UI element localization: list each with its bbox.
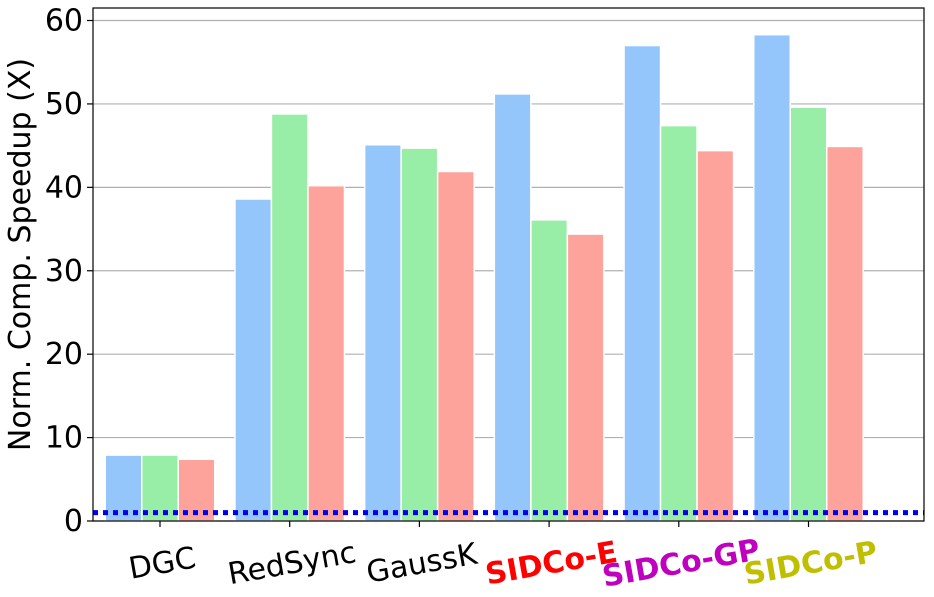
bar-sidco-e-series-2 (530, 219, 569, 522)
bar-sidco-e-series-3 (566, 233, 605, 522)
y-tick-label: 0 (64, 504, 83, 539)
bar-gaussk-series-1 (363, 144, 402, 522)
y-axis-title: Norm. Comp. Speedup (X) (3, 58, 38, 451)
y-tick-label: 20 (45, 337, 83, 372)
plot-frame (92, 7, 925, 522)
bar-sidco-gp-series-3 (696, 149, 735, 522)
bar-redsync-series-1 (234, 198, 273, 522)
bar-sidco-e-series-1 (493, 93, 532, 522)
bar-gaussk-series-3 (436, 170, 475, 522)
bar-redsync-series-3 (307, 184, 346, 522)
y-axis-ticks: 0 10 20 30 40 50 60 (45, 4, 93, 539)
bar-sidco-p-series-3 (826, 145, 864, 522)
bars (104, 33, 864, 522)
bar-gaussk-series-2 (400, 147, 439, 522)
x-tick-label-sidco-p: SIDCo-P (741, 535, 880, 593)
y-tick-label: 10 (45, 421, 83, 456)
bar-sidco-p-series-1 (753, 33, 791, 522)
y-tick-label: 60 (45, 4, 83, 39)
bar-redsync-series-2 (270, 113, 309, 522)
bar-sidco-gp-series-1 (623, 44, 662, 522)
bar-sidco-gp-series-2 (659, 124, 698, 522)
x-tick-label-dgc: DGC (126, 541, 198, 587)
y-tick-label: 50 (45, 87, 83, 122)
x-tick-label-gaussk: GaussK (364, 536, 481, 590)
x-tick-label-sidco-gp: SIDCo-GP (600, 533, 763, 595)
bar-dgc-series-2 (141, 454, 179, 522)
bar-sidco-p-series-2 (789, 106, 828, 522)
x-tick-label-redsync: RedSync (225, 535, 358, 592)
y-tick-label: 40 (45, 170, 83, 205)
y-tick-label: 30 (45, 254, 83, 289)
